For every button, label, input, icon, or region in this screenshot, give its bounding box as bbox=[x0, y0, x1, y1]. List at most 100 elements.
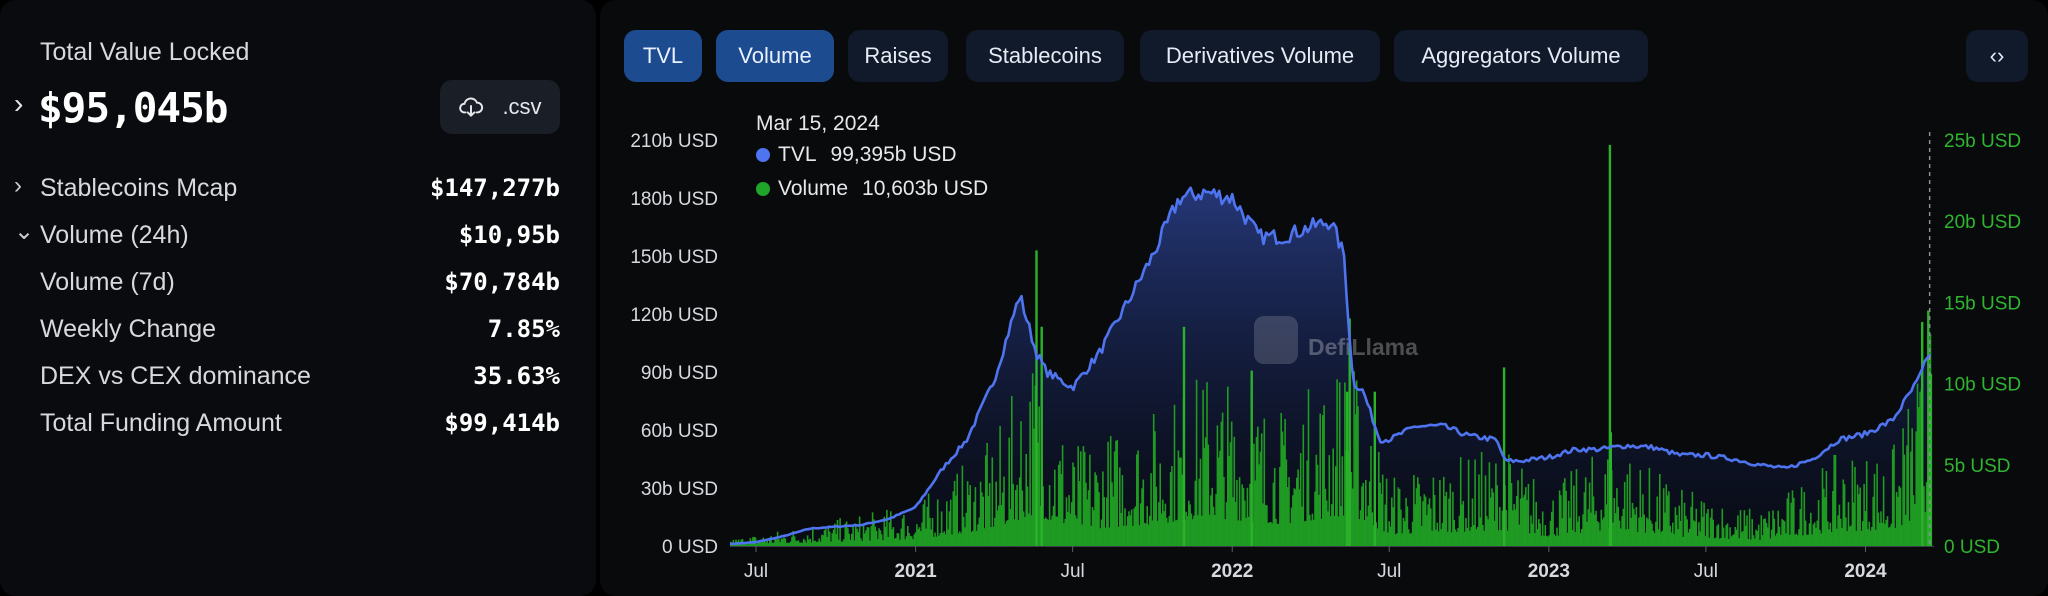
volume-bar bbox=[1571, 529, 1574, 546]
volume-bar bbox=[1397, 487, 1400, 546]
volume-bar bbox=[1001, 492, 1004, 546]
volume-bar bbox=[1056, 516, 1059, 546]
volume-bar bbox=[818, 538, 821, 546]
volume-bar bbox=[797, 540, 800, 546]
volume-bar bbox=[1493, 520, 1496, 546]
right-axis-tick-label: 0 USD bbox=[1944, 537, 2000, 558]
volume-bar bbox=[912, 539, 914, 546]
volume-bar bbox=[1193, 515, 1195, 546]
volume-bar bbox=[746, 544, 749, 546]
volume-bar bbox=[758, 541, 761, 546]
volume-bar bbox=[1160, 513, 1163, 546]
embed-button[interactable]: ‹› bbox=[1966, 30, 2028, 82]
volume-bar bbox=[1675, 515, 1678, 546]
volume-bar bbox=[1221, 412, 1224, 546]
volume-bar bbox=[977, 524, 979, 546]
volume-bar bbox=[1737, 515, 1739, 546]
volume-bar bbox=[905, 536, 908, 546]
volume-bar bbox=[1454, 529, 1457, 546]
volume-bar bbox=[1683, 502, 1686, 546]
volume-bar bbox=[1755, 529, 1757, 546]
volume-bar bbox=[1257, 426, 1259, 546]
volume-bar bbox=[1121, 475, 1124, 546]
volume-bar bbox=[1217, 457, 1220, 546]
volume-bar bbox=[891, 529, 893, 546]
volume-bar bbox=[1635, 507, 1638, 546]
volume-bar bbox=[926, 506, 929, 546]
chevron-right-icon[interactable]: › bbox=[14, 88, 24, 119]
volume-bar bbox=[1591, 456, 1593, 546]
tab-tvl[interactable]: TVL bbox=[624, 30, 702, 82]
volume-bar bbox=[1750, 539, 1752, 546]
tab-aggregators-volume[interactable]: Aggregators Volume bbox=[1394, 30, 1648, 82]
defillama-logo bbox=[1254, 316, 1298, 364]
volume-bar bbox=[1448, 498, 1450, 546]
volume-bar bbox=[1910, 451, 1912, 546]
volume-bar bbox=[1651, 523, 1653, 546]
volume-spike-bar bbox=[1373, 391, 1376, 546]
volume-bar bbox=[1581, 529, 1583, 546]
volume-bar bbox=[828, 531, 831, 546]
volume-bar bbox=[1446, 531, 1449, 546]
volume-bar bbox=[1284, 418, 1286, 546]
volume-bar bbox=[1573, 485, 1575, 546]
volume-bar bbox=[1342, 515, 1345, 546]
volume-bar bbox=[1729, 527, 1731, 546]
volume-bar bbox=[1410, 533, 1413, 546]
volume-bar bbox=[957, 533, 960, 546]
volume-bar bbox=[1358, 519, 1361, 546]
volume-bar bbox=[1770, 529, 1773, 546]
volume-bar bbox=[1605, 504, 1608, 546]
volume-bar bbox=[851, 533, 853, 546]
volume-bar bbox=[1872, 496, 1874, 546]
volume-bar bbox=[1219, 450, 1221, 546]
volume-bar bbox=[983, 528, 986, 546]
volume-bar bbox=[1669, 525, 1671, 546]
tab-derivatives-volume[interactable]: Derivatives Volume bbox=[1140, 30, 1380, 82]
volume-bar bbox=[1704, 535, 1707, 546]
volume-bar bbox=[769, 537, 771, 546]
volume-bar bbox=[1491, 488, 1493, 546]
volume-bar bbox=[1307, 389, 1310, 546]
volume-bar bbox=[1665, 484, 1668, 546]
volume-bar bbox=[1525, 487, 1527, 546]
volume-bar bbox=[1548, 535, 1550, 546]
tab-volume[interactable]: Volume bbox=[716, 30, 834, 82]
tab-stablecoins[interactable]: Stablecoins bbox=[966, 30, 1124, 82]
stat-value: $147,277b bbox=[429, 174, 560, 202]
volume-bar bbox=[1500, 530, 1502, 546]
volume-bar bbox=[1587, 509, 1590, 546]
volume-bar bbox=[1582, 514, 1584, 546]
stat-row-volume-24h[interactable]: ⌄ Volume (24h) $10,95b bbox=[0, 215, 596, 255]
volume-bar bbox=[1825, 471, 1828, 546]
volume-bar bbox=[1241, 484, 1243, 546]
volume-bar bbox=[804, 540, 806, 546]
x-axis-tick-label: Jul bbox=[744, 561, 768, 582]
volume-bar bbox=[1216, 425, 1219, 546]
volume-spike-bar bbox=[1345, 391, 1349, 546]
volume-bar bbox=[1526, 500, 1528, 546]
volume-bar bbox=[1901, 525, 1903, 546]
volume-bar bbox=[809, 538, 811, 546]
volume-bar bbox=[1122, 525, 1125, 546]
volume-bar bbox=[1281, 431, 1284, 546]
volume-bar bbox=[1881, 522, 1884, 546]
download-csv-button[interactable]: .csv bbox=[440, 80, 560, 134]
volume-bar bbox=[1656, 496, 1658, 546]
volume-bar bbox=[1303, 521, 1306, 546]
volume-bar bbox=[871, 512, 874, 546]
stat-row-stablecoins[interactable]: › Stablecoins Mcap $147,277b bbox=[0, 168, 596, 208]
volume-bar bbox=[805, 542, 808, 546]
tab-raises[interactable]: Raises bbox=[848, 30, 948, 82]
left-axis-tick-label: 0 USD bbox=[662, 537, 718, 558]
volume-bar bbox=[1285, 459, 1288, 546]
volume-bar bbox=[1245, 517, 1247, 546]
volume-bar bbox=[1198, 478, 1200, 546]
volume-bar bbox=[1544, 525, 1547, 546]
volume-bar bbox=[1203, 448, 1206, 546]
volume-bar bbox=[1614, 513, 1617, 546]
volume-bar bbox=[992, 526, 995, 546]
volume-bar bbox=[1531, 523, 1534, 546]
volume-bar bbox=[1178, 457, 1181, 546]
